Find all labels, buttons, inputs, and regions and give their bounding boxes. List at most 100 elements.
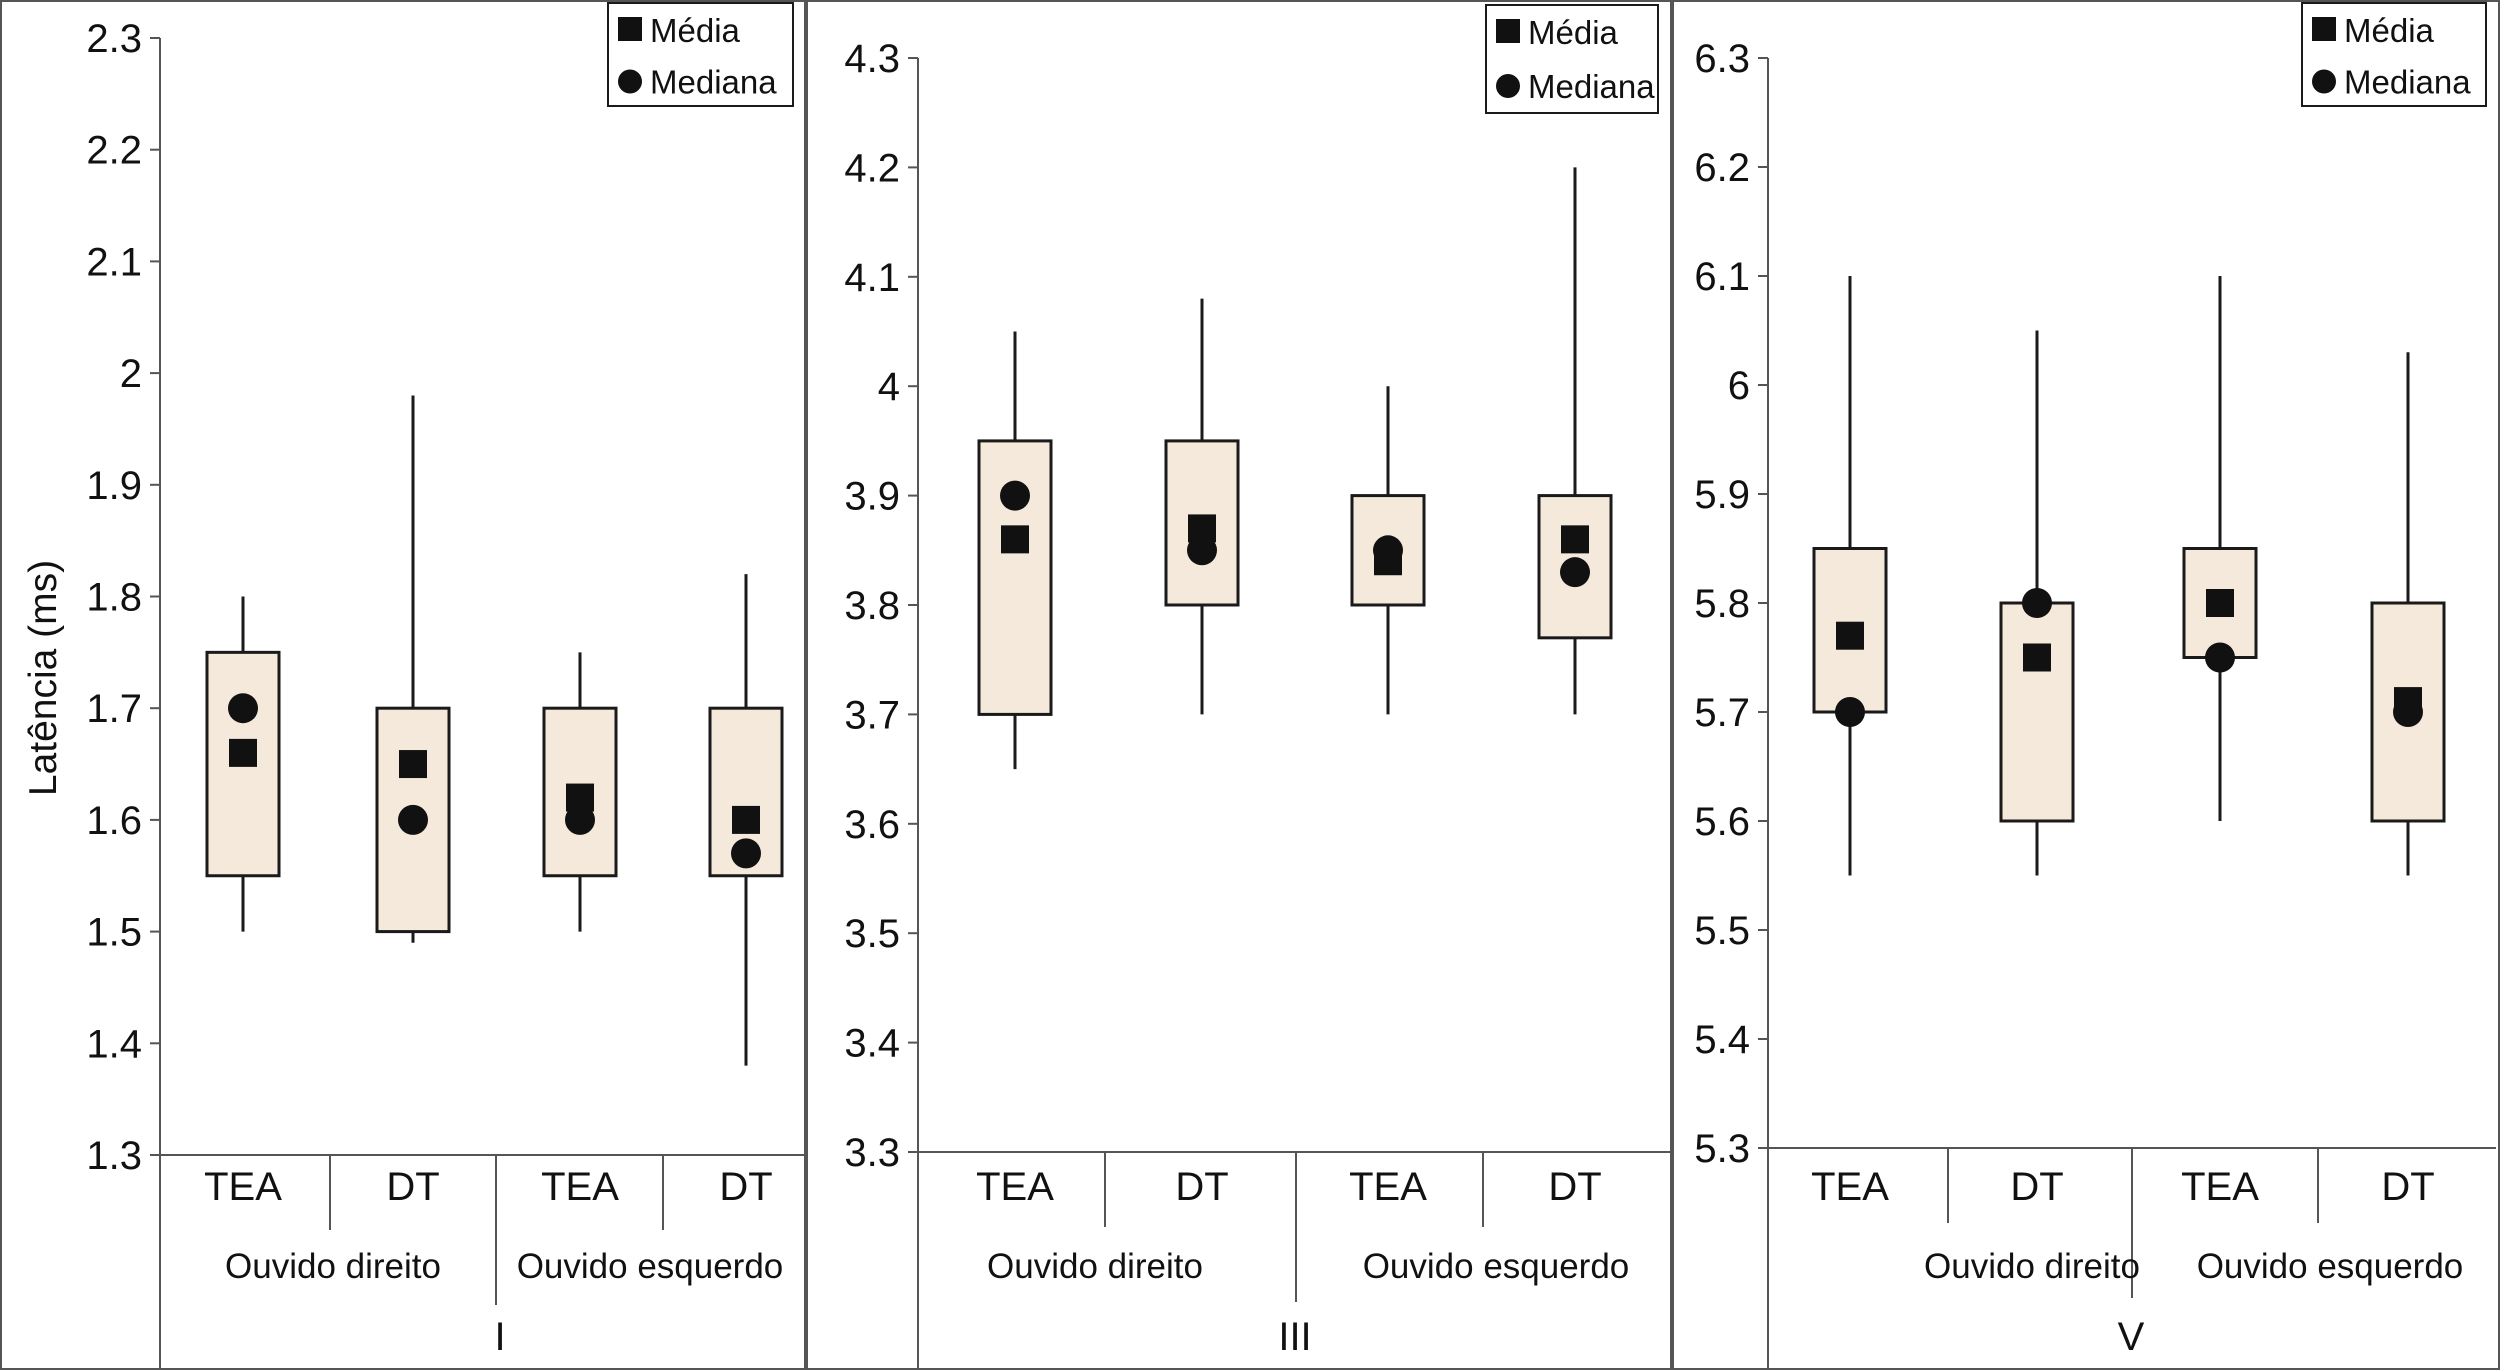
category-label: TEA [204, 1165, 282, 1209]
legend-square-icon [618, 17, 642, 41]
y-tick-label: 1.6 [86, 799, 142, 843]
mean-marker [1836, 621, 1864, 650]
box-ouvido-direito-dt [375, 395, 451, 943]
legend-circle-icon [2312, 69, 2336, 94]
y-tick-label: 5.3 [1694, 1127, 1750, 1171]
y-tick-label: 2.1 [86, 240, 142, 284]
median-marker [1187, 535, 1217, 566]
y-tick-label: 3.7 [844, 693, 900, 737]
group-label: Ouvido esquerdo [1363, 1247, 1630, 1286]
y-tick-label: 4.1 [844, 256, 900, 300]
mean-marker [1561, 525, 1589, 554]
y-tick-label: 5.9 [1694, 473, 1750, 517]
category-label: DT [2010, 1165, 2063, 1209]
legend-label: Média [1528, 14, 1619, 51]
legend: Média Mediana [2301, 2, 2487, 107]
median-marker [1835, 697, 1865, 727]
panel-frame [0, 0, 806, 1370]
y-tick-label: 1.5 [86, 911, 142, 955]
legend-label: Mediana [650, 64, 777, 101]
y-tick-label: 3.6 [844, 803, 900, 847]
y-tick-label: 6 [1728, 364, 1750, 408]
group-label: Ouvido direito [987, 1247, 1203, 1286]
legend-label: Média [2344, 12, 2435, 49]
box-ouvido-esquerdo-dt [2370, 352, 2446, 876]
category-label: DT [719, 1165, 772, 1209]
y-tick-label: 1.8 [86, 576, 142, 620]
legend-square-icon [1496, 19, 1520, 43]
y-tick-label: 3.8 [844, 584, 900, 628]
panel-title: III [1278, 1315, 1311, 1359]
category-label: TEA [541, 1165, 619, 1209]
y-tick-label: 3.5 [844, 912, 900, 956]
y-tick-label: 1.7 [86, 687, 142, 731]
legend-square-icon [2312, 17, 2336, 41]
group-label: Ouvido esquerdo [2197, 1247, 2464, 1286]
y-tick-label: 5.5 [1694, 909, 1750, 953]
median-marker [1000, 480, 1030, 511]
box-ouvido-direito-dt [1164, 298, 1240, 715]
y-tick-label: 4 [878, 365, 900, 409]
median-marker [731, 838, 761, 869]
y-tick-label: 1.3 [86, 1134, 142, 1178]
y-tick-label: 1.4 [86, 1022, 142, 1066]
legend: Média Mediana [1485, 4, 1659, 114]
y-tick-label: 5.6 [1694, 800, 1750, 844]
y-tick-label: 6.3 [1694, 37, 1750, 81]
legend-label: Mediana [1528, 68, 1655, 105]
y-tick-label: 5.8 [1694, 582, 1750, 626]
box-ouvido-esquerdo-tea [1350, 386, 1426, 715]
mean-marker [399, 750, 427, 779]
y-tick-label: 5.7 [1694, 691, 1750, 735]
y-tick-label: 3.9 [844, 475, 900, 519]
mean-marker [229, 738, 257, 767]
legend-circle-icon [1496, 74, 1520, 98]
mean-marker [1001, 525, 1029, 554]
panel-title: V [2118, 1315, 2145, 1359]
y-tick-label: 3.3 [844, 1131, 900, 1175]
y-tick-label: 3.4 [844, 1022, 900, 1066]
y-tick-label: 2 [120, 352, 142, 396]
legend-label: Média [650, 12, 741, 49]
category-label: TEA [1811, 1165, 1889, 1209]
y-tick-label: 6.2 [1694, 146, 1750, 190]
box-ouvido-esquerdo-tea [2182, 276, 2258, 821]
box-ouvido-esquerdo-tea [542, 652, 618, 932]
median-marker [1560, 557, 1590, 588]
y-tick-label: 6.1 [1694, 255, 1750, 299]
mean-marker [2206, 589, 2234, 617]
legend-circle-icon [618, 69, 642, 94]
median-marker [2393, 697, 2423, 727]
legend-label: Mediana [2344, 64, 2471, 101]
legend: Média Mediana [607, 2, 794, 107]
box-ouvido-direito-dt [1999, 330, 2075, 876]
panel-title: I [494, 1315, 505, 1359]
mean-marker [732, 805, 760, 834]
y-axis-label: Latência (ms) [22, 560, 65, 796]
category-label: TEA [1349, 1165, 1427, 1209]
y-tick-label: 2.2 [86, 129, 142, 173]
category-label: TEA [2181, 1165, 2259, 1209]
panel-frame [1672, 0, 2500, 1370]
panel-V: 5.3 5.4 5.5 5.6 5.7 5.8 5.9 6 6.1 6.2 6.3 TEA DT Ouvi… [1672, 0, 2500, 1370]
category-label: DT [1175, 1165, 1228, 1209]
median-marker [2205, 642, 2235, 673]
group-label: Ouvido direito [225, 1247, 441, 1286]
y-tick-label: 5.4 [1694, 1018, 1750, 1062]
panel-frame [806, 0, 1672, 1370]
box-ouvido-esquerdo-dt [708, 574, 784, 1066]
category-label: DT [386, 1165, 439, 1209]
median-marker [398, 804, 428, 835]
box-ouvido-esquerdo-dt [1537, 167, 1613, 715]
box-ouvido-direito-tea [1812, 276, 1888, 876]
category-label: DT [1548, 1165, 1601, 1209]
median-marker [1373, 535, 1403, 566]
median-marker [565, 804, 595, 835]
category-label: TEA [976, 1165, 1054, 1209]
group-label: Ouvido esquerdo [517, 1247, 784, 1286]
box-ouvido-direito-tea [977, 331, 1053, 770]
y-tick-label: 2.3 [86, 17, 142, 61]
box-body [1999, 601, 2075, 823]
